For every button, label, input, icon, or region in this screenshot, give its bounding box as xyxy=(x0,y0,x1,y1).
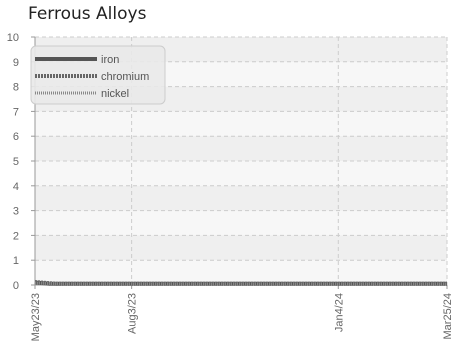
plot-band xyxy=(35,235,447,261)
plot-band xyxy=(35,136,447,161)
y-tick-label: 5 xyxy=(13,156,19,168)
y-tick-label: 3 xyxy=(13,206,19,218)
x-tick-labels: May23/23 Aug3/23 Jan4/24 Mar25/24 xyxy=(30,293,453,341)
x-tick-label: Aug3/23 xyxy=(127,293,139,334)
x-tick-label: May23/23 xyxy=(30,293,42,341)
legend-label-chromium: chromium xyxy=(101,71,149,83)
x-tick-label: Jan4/24 xyxy=(333,293,345,332)
x-tick-label: Mar25/24 xyxy=(442,293,453,339)
y-tick-label: 7 xyxy=(13,106,19,118)
y-tick-label: 10 xyxy=(7,32,19,44)
series-lines xyxy=(34,280,447,286)
y-tick-label: 9 xyxy=(13,57,19,69)
series-line-chromium xyxy=(34,280,447,286)
y-tick-label: 8 xyxy=(13,82,19,94)
y-tick-label: 0 xyxy=(13,280,19,292)
y-tick-label: 2 xyxy=(13,230,19,242)
series-line-nickel xyxy=(34,281,447,286)
plot-band xyxy=(35,185,447,211)
legend: iron chromium nickel xyxy=(30,45,166,105)
y-tick-label: 6 xyxy=(13,131,19,143)
y-tick-labels: 0 1 2 3 4 5 6 7 8 9 10 xyxy=(7,32,19,292)
y-tick-label: 1 xyxy=(13,255,19,267)
chart-title: Ferrous Alloys xyxy=(28,4,147,24)
y-tick-label: 4 xyxy=(13,181,19,193)
legend-label-iron: iron xyxy=(101,54,119,66)
legend-label-nickel: nickel xyxy=(101,88,129,100)
